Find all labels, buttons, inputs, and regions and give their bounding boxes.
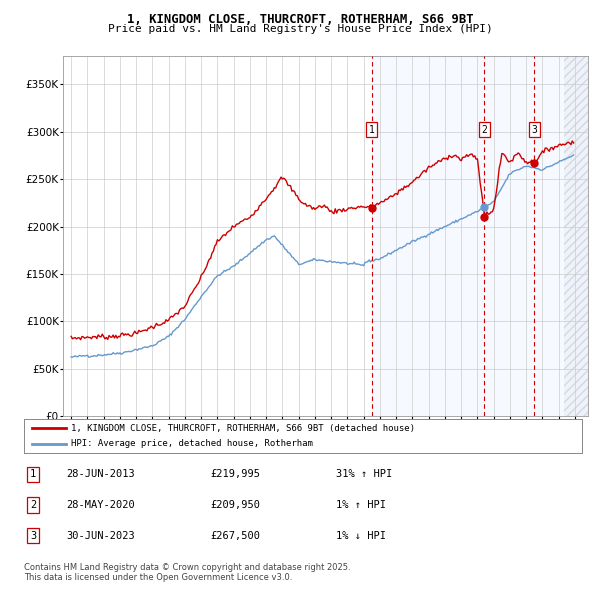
Text: 1, KINGDOM CLOSE, THURCROFT, ROTHERHAM, S66 9BT (detached house): 1, KINGDOM CLOSE, THURCROFT, ROTHERHAM, … <box>71 424 415 432</box>
Text: 2: 2 <box>481 125 487 135</box>
Text: £209,950: £209,950 <box>210 500 260 510</box>
Text: 28-JUN-2013: 28-JUN-2013 <box>66 470 135 479</box>
Text: 3: 3 <box>531 125 537 135</box>
Text: This data is licensed under the Open Government Licence v3.0.: This data is licensed under the Open Gov… <box>24 573 292 582</box>
Text: 1% ↑ HPI: 1% ↑ HPI <box>336 500 386 510</box>
Text: 30-JUN-2023: 30-JUN-2023 <box>66 531 135 540</box>
Bar <box>563 56 588 416</box>
Text: 1, KINGDOM CLOSE, THURCROFT, ROTHERHAM, S66 9BT: 1, KINGDOM CLOSE, THURCROFT, ROTHERHAM, … <box>127 13 473 26</box>
Text: 1% ↓ HPI: 1% ↓ HPI <box>336 531 386 540</box>
Text: 1: 1 <box>30 470 36 479</box>
Text: Contains HM Land Registry data © Crown copyright and database right 2025.: Contains HM Land Registry data © Crown c… <box>24 563 350 572</box>
Text: Price paid vs. HM Land Registry's House Price Index (HPI): Price paid vs. HM Land Registry's House … <box>107 24 493 34</box>
Bar <box>371 56 588 416</box>
Text: £219,995: £219,995 <box>210 470 260 479</box>
Text: 1: 1 <box>369 125 374 135</box>
Text: 28-MAY-2020: 28-MAY-2020 <box>66 500 135 510</box>
Text: £267,500: £267,500 <box>210 531 260 540</box>
Bar <box>563 56 588 416</box>
Text: 2: 2 <box>30 500 36 510</box>
Text: 3: 3 <box>30 531 36 540</box>
Text: 31% ↑ HPI: 31% ↑ HPI <box>336 470 392 479</box>
Text: HPI: Average price, detached house, Rotherham: HPI: Average price, detached house, Roth… <box>71 440 313 448</box>
